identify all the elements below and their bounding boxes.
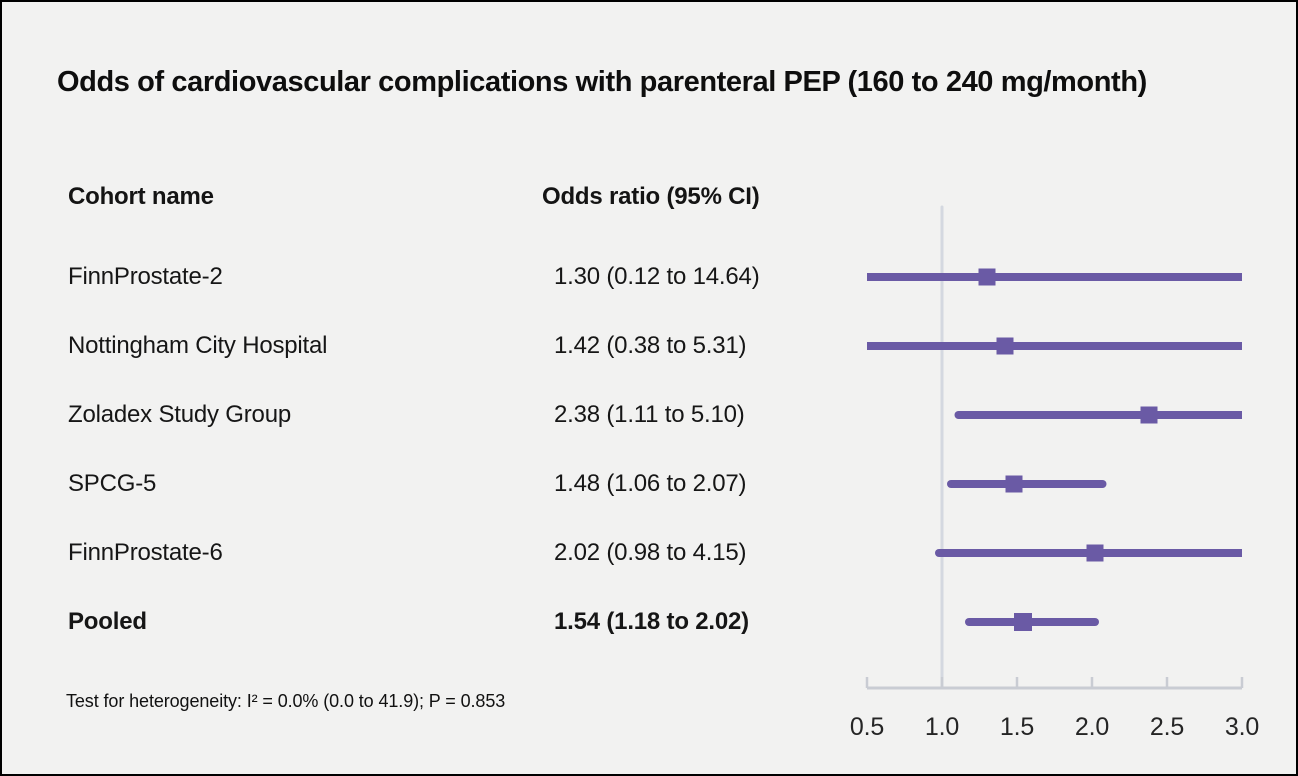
x-axis-tick-label: 2.5 [1149,713,1185,741]
cohort-label: FinnProstate-6 [68,539,223,566]
ci-cap [954,411,963,419]
point-estimate-marker [1140,406,1158,424]
heterogeneity-note: Test for heterogeneity: I² = 0.0% (0.0 t… [66,691,506,711]
ci-cap [947,480,955,488]
cohort-label: Nottingham City Hospital [68,332,328,359]
ci-cap [935,549,943,557]
cohort-label: SPCG-5 [68,470,157,497]
x-axis-tick-label: 3.0 [1224,713,1260,741]
x-axis-tick-label: 1.5 [999,713,1035,741]
odds-ratio-value: 1.42 (0.38 to 5.31) [554,332,747,359]
odds-ratio-header: Odds ratio (95% CI) [542,183,760,210]
cohort-name-header: Cohort name [68,183,214,210]
point-estimate-marker [978,268,996,286]
x-axis-tick-label: 0.5 [849,713,885,741]
odds-ratio-value: 1.54 (1.18 to 2.02) [554,608,749,635]
odds-ratio-value: 2.38 (1.11 to 5.10) [554,401,745,428]
cohort-label: FinnProstate-2 [68,263,223,290]
point-estimate-marker [1086,544,1104,562]
point-estimate-marker [1005,475,1023,493]
cohort-label: Pooled [68,608,147,635]
point-estimate-marker [996,337,1014,355]
cohort-label: Zoladex Study Group [68,401,291,428]
x-axis-tick-label: 1.0 [924,713,960,741]
x-axis-tick-label: 2.0 [1074,713,1110,741]
odds-ratio-value: 1.48 (1.06 to 2.07) [554,470,747,497]
ci-cap [1091,618,1099,626]
odds-ratio-value: 2.02 (0.98 to 4.15) [554,539,747,566]
point-estimate-marker [1014,613,1032,631]
ci-cap [1098,480,1107,488]
ci-cap [965,618,973,626]
odds-ratio-value: 1.30 (0.12 to 14.64) [554,263,760,290]
chart-title: Odds of cardiovascular complications wit… [57,66,1147,98]
